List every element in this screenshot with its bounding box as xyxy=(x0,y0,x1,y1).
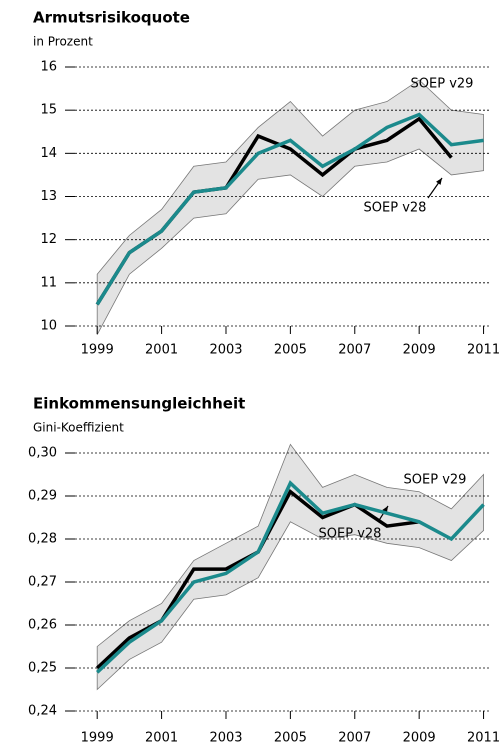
x-tick-label: 2003 xyxy=(209,731,242,746)
y-tick-label: 0,27 xyxy=(28,575,57,590)
x-tick-label: 2001 xyxy=(145,343,178,358)
y-tick-label: 11 xyxy=(40,275,57,290)
x-tick-label: 1999 xyxy=(81,731,114,746)
x-tick-label: 2003 xyxy=(209,343,242,358)
chart-title: Einkommensungleichheit xyxy=(33,395,245,413)
y-tick-label: 0,28 xyxy=(28,532,57,547)
y-tick-label: 14 xyxy=(40,146,57,161)
chart: Armutsrisikoquote in Prozent 10 11 12 13 14 15 1… xyxy=(33,9,500,358)
y-tick-label: 0,24 xyxy=(28,704,57,719)
x-tick-label: 2011 xyxy=(467,731,500,746)
y-tick-label: 0,25 xyxy=(28,661,57,676)
y-tick-label: 0,26 xyxy=(28,618,57,633)
series-label: SOEP v28 xyxy=(364,201,427,216)
x-tick-label: 2005 xyxy=(274,343,307,358)
x-tick-label: 2001 xyxy=(145,731,178,746)
series-label: SOEP v29 xyxy=(404,473,467,488)
arrow-head xyxy=(382,506,388,513)
y-tick-label: 0,29 xyxy=(28,489,57,504)
x-tick-label: 2011 xyxy=(467,343,500,358)
chart-subtitle: in Prozent xyxy=(33,35,93,49)
confidence-band xyxy=(96,79,484,335)
series-line xyxy=(95,112,484,306)
y-tick-label: 12 xyxy=(40,232,57,247)
y-tick-label: 16 xyxy=(40,60,57,75)
chart-title: Armutsrisikoquote xyxy=(33,9,190,27)
arrow-head xyxy=(436,178,442,185)
y-tick-label: 13 xyxy=(40,189,57,204)
x-tick-label: 2007 xyxy=(338,343,371,358)
series-label: SOEP v28 xyxy=(319,527,382,542)
y-tick-label: 15 xyxy=(40,103,57,118)
y-tick-label: 10 xyxy=(40,319,57,334)
x-tick-label: 2009 xyxy=(403,343,436,358)
series-label: SOEP v29 xyxy=(411,77,474,92)
x-tick-label: 2005 xyxy=(274,731,307,746)
x-tick-label: 2009 xyxy=(403,731,436,746)
series-line xyxy=(96,480,485,674)
chart: Einkommensungleichheit Gini-Koeffizient 0,… xyxy=(28,395,500,746)
chart-subtitle: Gini-Koeffizient xyxy=(33,421,124,435)
y-tick-label: 0,30 xyxy=(28,446,57,461)
confidence-band xyxy=(96,443,484,691)
x-tick-label: 2007 xyxy=(338,731,371,746)
x-tick-label: 1999 xyxy=(81,343,114,358)
